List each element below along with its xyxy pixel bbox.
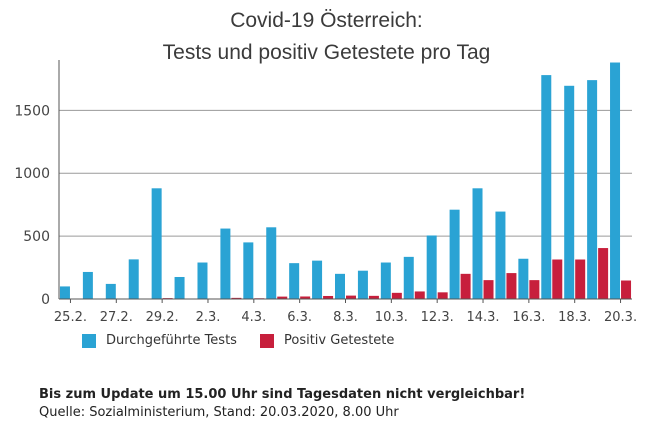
bar-tests-29.2.: [151, 188, 162, 299]
bar-positive-3.3.: [231, 297, 242, 299]
bar-positive-15.3.: [506, 273, 517, 299]
bar-positive-14.3.: [483, 280, 494, 299]
y-tick-label: 0: [41, 292, 50, 308]
bar-positive-16.3.: [529, 280, 540, 299]
bar-tests-26.2.: [82, 271, 93, 299]
y-tick-label: 1000: [14, 166, 50, 182]
bar-tests-20.3.: [610, 62, 621, 299]
bar-tests-10.3.: [380, 262, 391, 299]
bar-tests-11.3.: [403, 256, 414, 299]
bar-positive-18.3.: [575, 259, 586, 299]
legend-label-positive: Positiv Getestete: [284, 333, 395, 348]
y-tick-label: 1500: [14, 103, 50, 119]
bar-tests-16.3.: [518, 258, 529, 299]
x-tick-label: 20.3.: [604, 310, 637, 325]
x-tick-label: 29.2.: [146, 310, 179, 325]
bar-tests-19.3.: [587, 80, 598, 299]
x-tick-label: 4.3.: [241, 310, 266, 325]
footer-source: Quelle: Sozialministerium, Stand: 20.03.…: [39, 405, 399, 420]
footer-note: Bis zum Update um 15.00 Uhr sind Tagesda…: [39, 387, 526, 402]
x-tick-label: 6.3.: [287, 310, 312, 325]
y-tick-label: 500: [23, 229, 50, 245]
x-tick-label: 18.3.: [558, 310, 591, 325]
bar-tests-5.3.: [266, 227, 277, 299]
bar-positive-13.3.: [460, 273, 471, 299]
bar-tests-14.3.: [472, 188, 483, 299]
bar-tests-17.3.: [541, 75, 552, 300]
chart-title-line1: Covid-19 Österreich:: [230, 9, 423, 32]
legend-item-positive: Positiv Getestete: [260, 333, 394, 348]
legend-item-tests: Durchgeführte Tests: [82, 333, 237, 348]
bar-tests-1.3.: [174, 276, 185, 299]
bar-tests-12.3.: [426, 235, 437, 299]
bar-tests-3.3.: [220, 228, 231, 299]
bar-positive-20.3.: [621, 280, 632, 299]
bar-tests-25.2.: [59, 286, 70, 299]
x-tick-label: 16.3.: [512, 310, 545, 325]
bar-positive-6.3.: [300, 296, 311, 299]
x-tick-label: 25.2.: [54, 310, 87, 325]
legend-swatch-positive: [260, 333, 274, 348]
x-tick-label: 10.3.: [375, 310, 408, 325]
x-tick-label: 8.3.: [333, 310, 358, 325]
bar-positive-12.3.: [437, 292, 448, 299]
legend-label-tests: Durchgeführte Tests: [106, 333, 237, 348]
x-tick-label: 27.2.: [100, 310, 133, 325]
chart-title-line2: Tests und positiv Getestete pro Tag: [162, 41, 491, 64]
bar-positive-7.3.: [323, 295, 334, 299]
bar-tests-9.3.: [357, 270, 368, 299]
bar-tests-15.3.: [495, 211, 506, 299]
x-tick-label: 14.3.: [466, 310, 499, 325]
x-tick-label: 2.3.: [196, 310, 221, 325]
bar-tests-7.3.: [312, 260, 323, 299]
bar-positive-9.3.: [368, 295, 379, 299]
bar-tests-13.3.: [449, 209, 460, 299]
bar-positive-11.3.: [414, 291, 425, 299]
bar-tests-4.3.: [243, 242, 254, 299]
bar-positive-8.3.: [346, 295, 356, 299]
legend-swatch-tests: [82, 333, 96, 348]
bar-tests-27.2.: [105, 283, 116, 299]
bar-positive-5.3.: [277, 296, 288, 299]
bar-positive-10.3.: [391, 292, 402, 299]
x-tick-label: 12.3.: [421, 310, 454, 325]
bar-tests-2.3.: [197, 262, 208, 299]
bar-positive-17.3.: [552, 259, 563, 299]
bar-tests-6.3.: [289, 263, 300, 299]
bar-tests-28.2.: [128, 259, 139, 299]
bar-tests-18.3.: [564, 85, 575, 300]
bar-positive-19.3.: [598, 248, 609, 299]
bar-tests-8.3.: [335, 273, 345, 299]
bar-chart: 0 500 1000 1500 25.2. 27.2. 29.2. 2.3. 4.3. 6.3. 8…: [14, 60, 637, 325]
